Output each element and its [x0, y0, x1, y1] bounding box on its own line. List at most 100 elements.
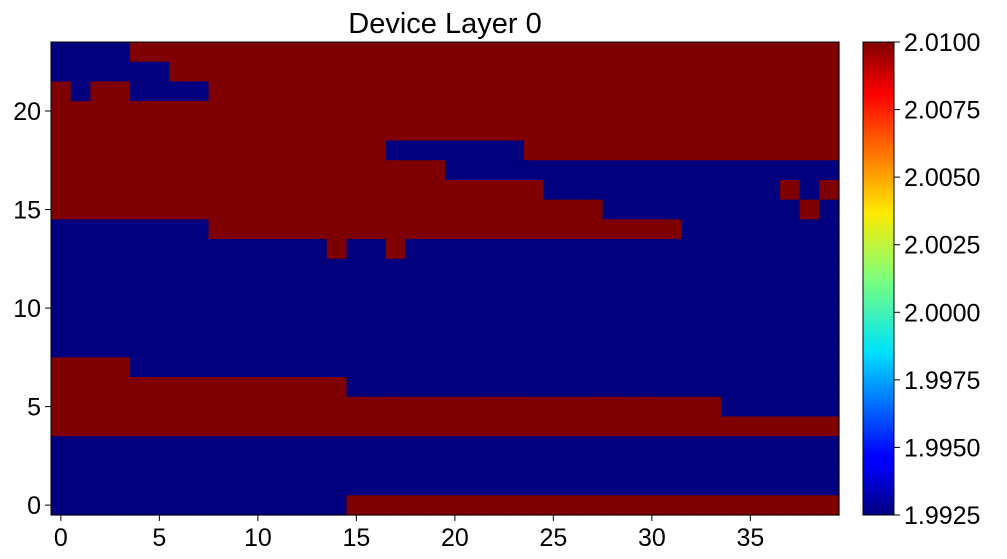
heatmap-cell	[819, 396, 840, 418]
heatmap-cell	[642, 61, 663, 83]
heatmap-cell	[405, 337, 426, 358]
heatmap-cell	[681, 337, 702, 358]
heatmap-cell	[405, 179, 426, 201]
heatmap-cell	[267, 140, 288, 161]
heatmap-cell	[129, 475, 151, 496]
heatmap-cell	[681, 455, 702, 477]
heatmap-cell	[425, 42, 446, 63]
heatmap-cell	[504, 455, 525, 477]
heatmap-cell	[504, 317, 525, 339]
heatmap-cell	[110, 61, 131, 83]
heatmap-cell	[543, 377, 564, 398]
heatmap-cell	[208, 495, 229, 516]
heatmap-cell	[602, 101, 623, 122]
heatmap-cell	[405, 455, 426, 477]
heatmap-cell	[346, 101, 367, 122]
heatmap-cell	[464, 179, 485, 201]
heatmap-cell	[760, 42, 781, 63]
heatmap-cell	[346, 140, 367, 161]
heatmap-cell	[425, 298, 446, 319]
heatmap-cell	[740, 258, 761, 280]
heatmap-cell	[543, 396, 564, 418]
heatmap-cell	[405, 396, 426, 418]
heatmap-cell	[346, 357, 367, 378]
heatmap-cell	[307, 278, 328, 299]
heatmap-cell	[819, 219, 840, 240]
heatmap-cell	[110, 357, 131, 378]
heatmap-cell	[149, 120, 170, 142]
heatmap-cell	[622, 475, 643, 496]
heatmap-cell	[543, 61, 564, 83]
heatmap-cell	[385, 179, 407, 201]
heatmap-cell	[405, 416, 426, 437]
heatmap-cell	[543, 42, 564, 63]
heatmap-cell	[760, 377, 781, 398]
heatmap-cell	[622, 357, 643, 378]
heatmap-cell	[464, 81, 485, 102]
heatmap-cell	[366, 239, 387, 260]
heatmap-cell	[287, 337, 308, 358]
heatmap-cell	[267, 475, 288, 496]
heatmap-cell	[346, 258, 367, 280]
heatmap-cell	[307, 199, 328, 220]
y-tick-label: 5	[27, 394, 41, 422]
heatmap-cell	[425, 199, 446, 220]
heatmap-cell	[642, 475, 663, 496]
heatmap-cell	[110, 317, 131, 339]
heatmap-cell	[701, 436, 722, 457]
heatmap-cell	[110, 219, 131, 240]
heatmap-cell	[149, 140, 170, 161]
heatmap-cell	[484, 140, 505, 161]
heatmap-cell	[228, 455, 249, 477]
heatmap-cell	[504, 61, 525, 83]
heatmap-cell	[464, 219, 485, 240]
heatmap-cell	[307, 475, 328, 496]
heatmap-cell	[523, 396, 545, 418]
heatmap-cell	[819, 160, 840, 181]
heatmap-cell	[70, 239, 91, 260]
heatmap-cell	[563, 357, 584, 378]
heatmap-cell	[149, 219, 170, 240]
x-tick-label: 15	[342, 524, 370, 552]
heatmap-cell	[582, 495, 604, 516]
heatmap-cell	[701, 337, 722, 358]
heatmap-cell	[622, 495, 643, 516]
heatmap-cell	[523, 436, 545, 457]
heatmap-cell	[740, 101, 761, 122]
heatmap-cell	[425, 258, 446, 280]
heatmap-cell	[464, 42, 485, 63]
heatmap-cell	[149, 455, 170, 477]
heatmap-cell	[602, 42, 623, 63]
heatmap-cell	[129, 377, 151, 398]
heatmap-cell	[740, 495, 761, 516]
heatmap-cell	[366, 396, 387, 418]
heatmap-cell	[602, 317, 623, 339]
heatmap-cell	[779, 140, 801, 161]
heatmap-cell	[563, 258, 584, 280]
heatmap-cell	[70, 436, 91, 457]
heatmap-cell	[110, 160, 131, 181]
heatmap-cell	[779, 495, 801, 516]
heatmap-cell	[326, 436, 348, 457]
heatmap-cell	[740, 377, 761, 398]
heatmap-cell	[523, 278, 545, 299]
heatmap-cell	[70, 160, 91, 181]
heatmap-cell	[760, 179, 781, 201]
heatmap-cell	[51, 219, 72, 240]
heatmap-cell	[90, 495, 111, 516]
heatmap-cell	[740, 317, 761, 339]
heatmap-cell	[90, 396, 111, 418]
heatmap-cell	[740, 199, 761, 220]
heatmap-cell	[602, 298, 623, 319]
heatmap-cell	[445, 258, 466, 280]
heatmap-cell	[51, 495, 72, 516]
heatmap-cell	[484, 160, 505, 181]
heatmap-cell	[661, 61, 682, 83]
heatmap-cell	[760, 396, 781, 418]
heatmap-cell	[642, 42, 663, 63]
heatmap-cell	[70, 81, 91, 102]
heatmap-cell	[484, 42, 505, 63]
heatmap-cell	[504, 101, 525, 122]
heatmap-cell	[642, 179, 663, 201]
heatmap-cell	[445, 61, 466, 83]
